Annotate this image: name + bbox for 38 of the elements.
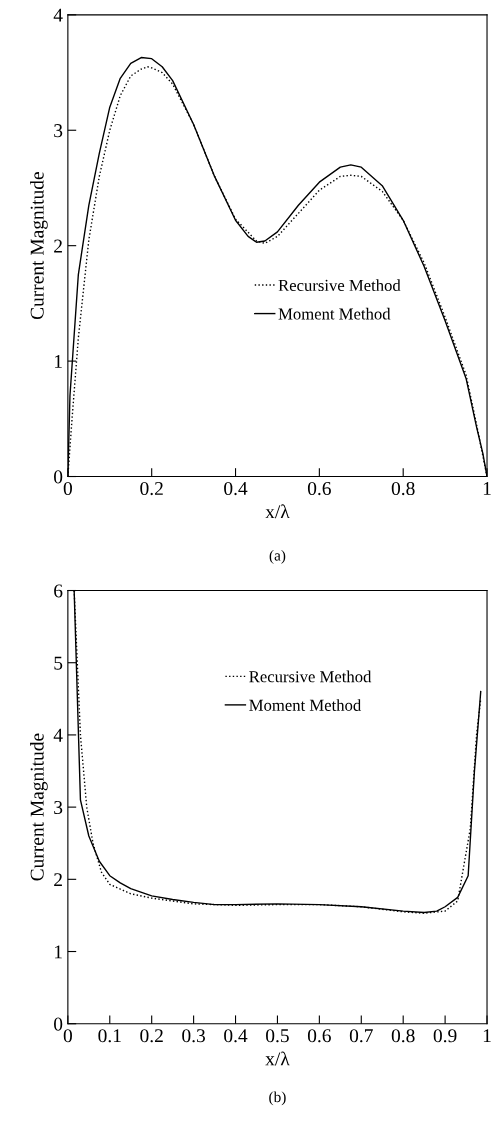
x-tick-label: 1: [483, 1029, 491, 1043]
x-axis-title: x/λ: [265, 1051, 290, 1066]
x-axis-title: x/λ: [265, 504, 290, 519]
y-axis-title: Current Magnitude: [30, 733, 48, 881]
y-tick-label: 0: [54, 1017, 63, 1031]
text: (a): [269, 549, 286, 564]
y-tick-label: 1: [54, 945, 62, 959]
y-tick-label: 6: [54, 584, 63, 598]
y-tick-label: 3: [54, 800, 63, 815]
y-tick-label: 1: [54, 355, 62, 368]
y-tick-label: 4: [53, 8, 63, 22]
x-tick-label: 0: [63, 1029, 72, 1043]
x-tick-label: 0.2: [140, 481, 163, 496]
x-tick-label: 0.6: [307, 481, 331, 496]
x-tick-label: 0.1: [98, 1029, 121, 1043]
y-tick-label: 5: [54, 656, 63, 670]
x-tick-label: 0.7: [349, 1029, 373, 1043]
x-tick-label: 1: [483, 482, 491, 495]
x-tick-label: 0.3: [182, 1029, 206, 1043]
y-tick-label: 2: [54, 873, 62, 887]
x-tick-label: 0.6: [307, 1029, 331, 1043]
x-tick-label: 0.8: [391, 481, 415, 496]
y-tick-label: 3: [54, 124, 63, 138]
y-tick-label: 2: [54, 239, 62, 253]
x-tick-label: 0.5: [266, 1029, 289, 1043]
legend-label: Moment Method: [278, 307, 391, 320]
y-tick-label: 0: [54, 470, 63, 484]
legend-label: Recursive Method: [249, 670, 372, 683]
x-tick-label: 0.4: [224, 1029, 248, 1043]
text: (b): [269, 1091, 286, 1106]
x-tick-label: 0.4: [224, 481, 248, 496]
y-axis-title: Current Magnitude: [30, 172, 48, 320]
legend-label: Moment Method: [249, 699, 362, 711]
y-tick-label: 4: [53, 728, 63, 742]
x-tick-label: 0.9: [433, 1029, 457, 1043]
x-tick-label: 0.8: [391, 1029, 415, 1043]
legend-label: Recursive Method: [278, 279, 401, 292]
x-tick-label: 0.2: [140, 1029, 163, 1043]
